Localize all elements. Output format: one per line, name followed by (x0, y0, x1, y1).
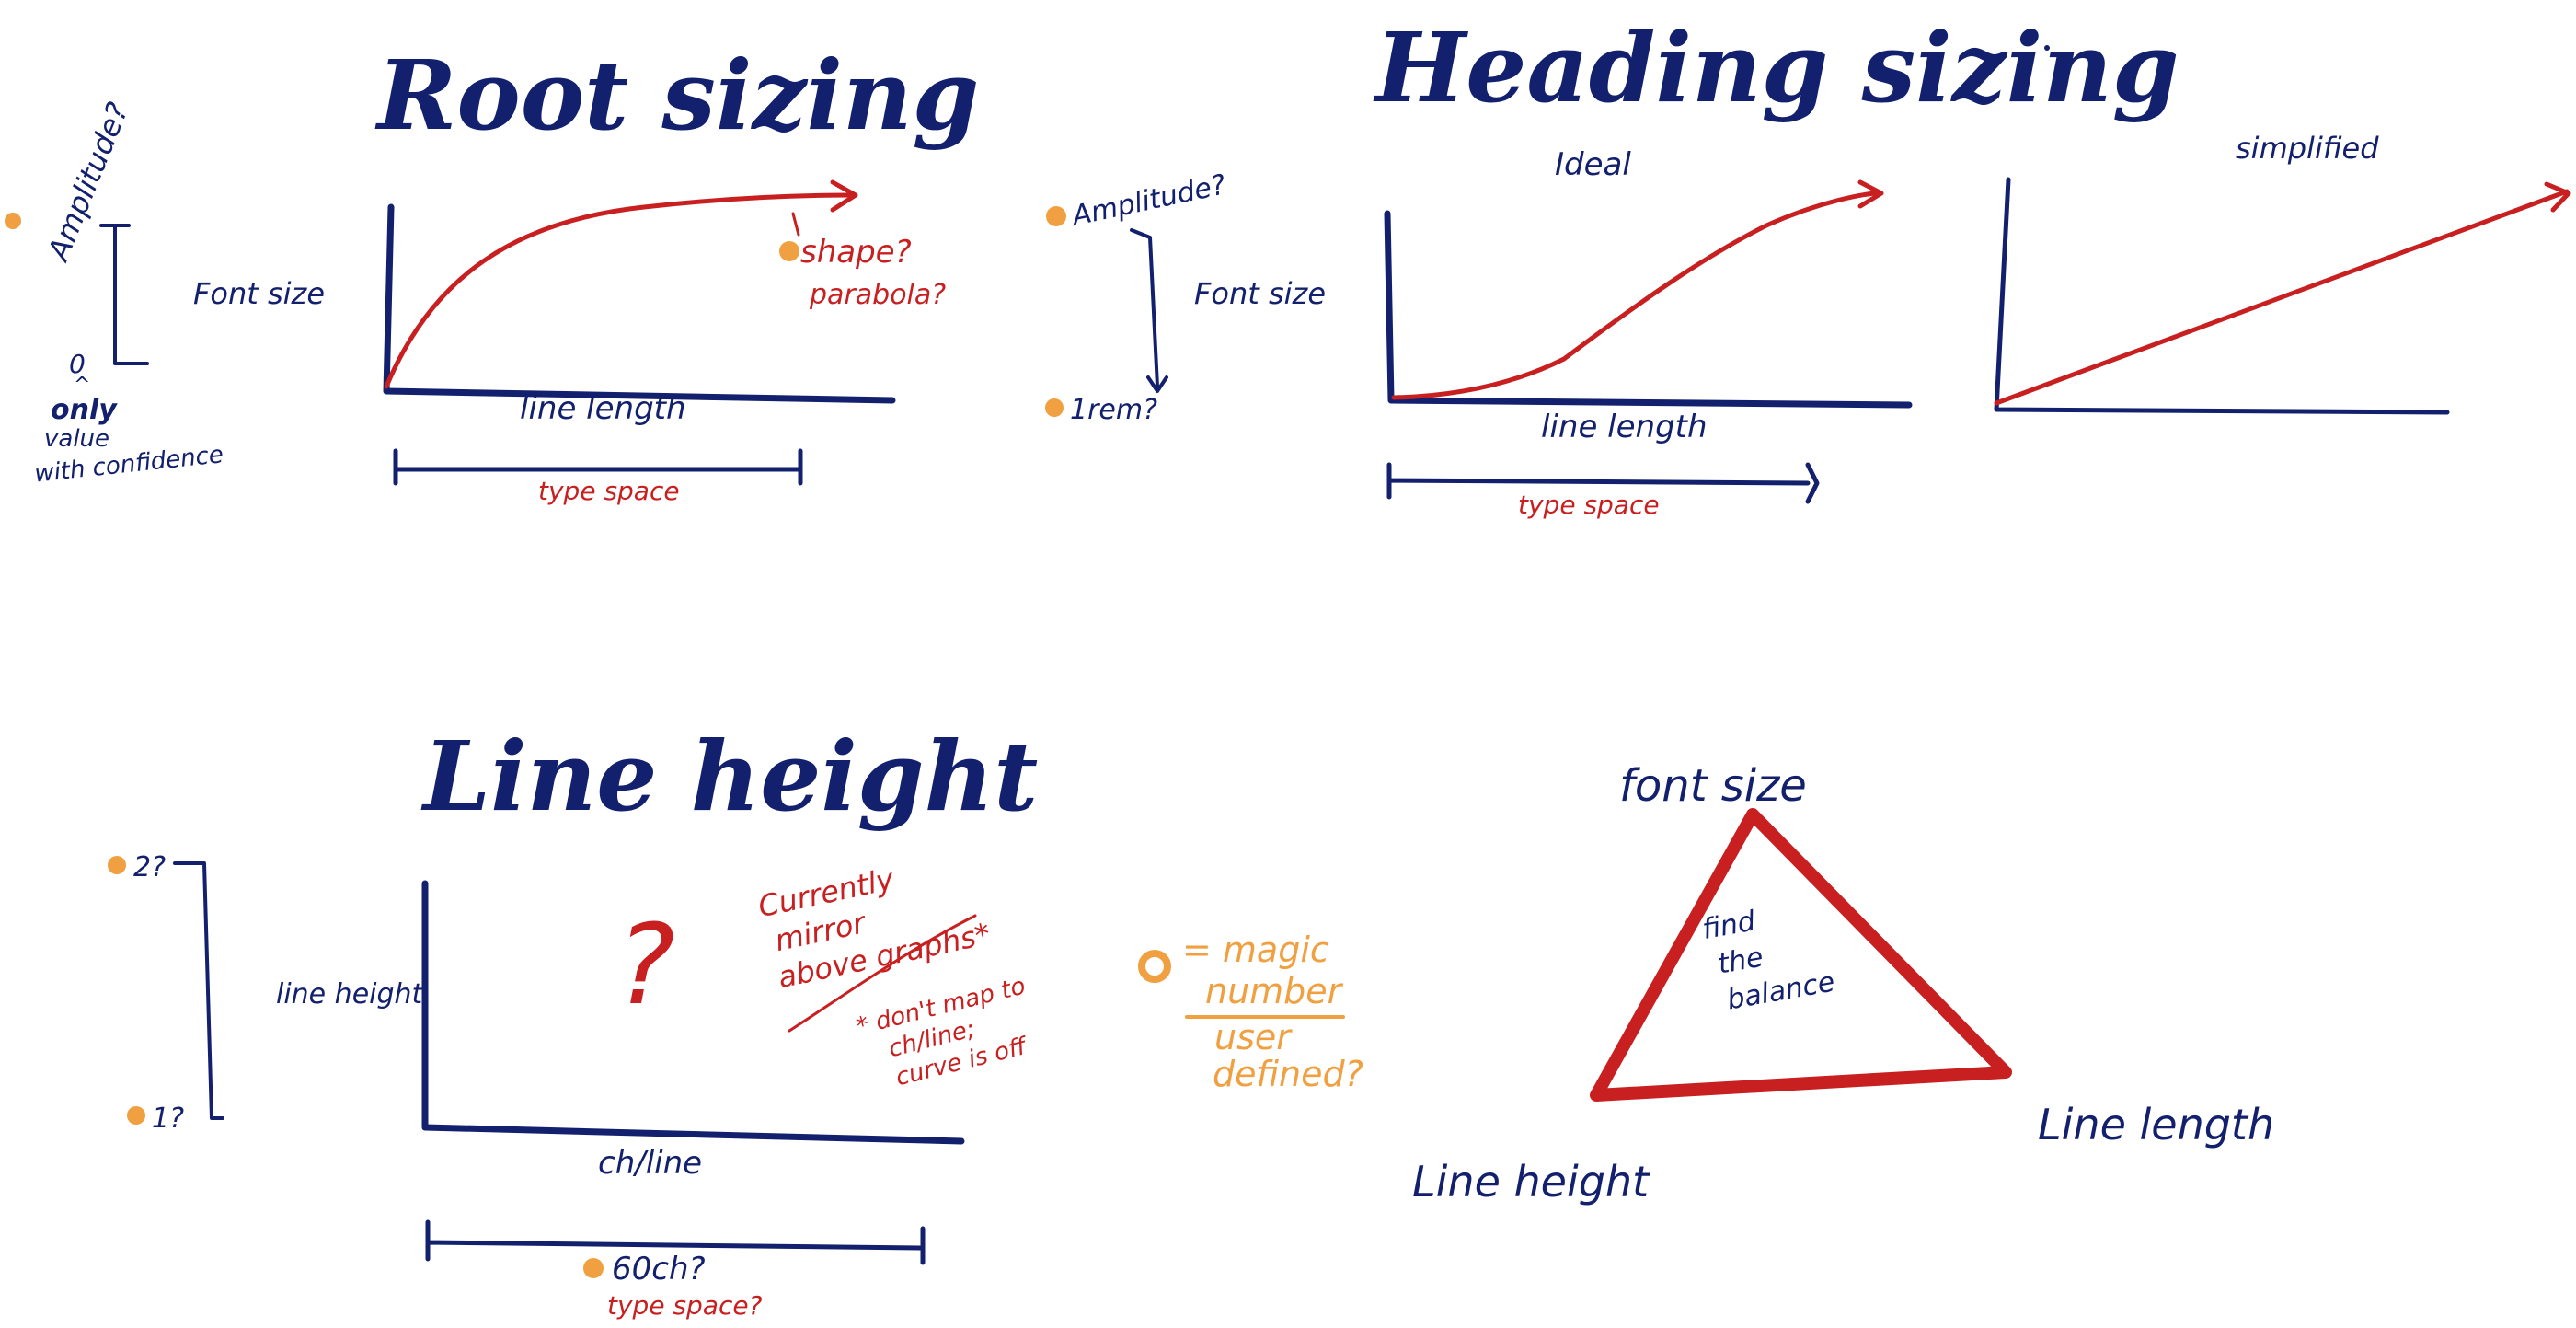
heading-simplified-axes (1994, 177, 2450, 415)
root-value-label: value (44, 425, 109, 453)
line-height-note-divider (788, 914, 977, 1033)
line-height-bottom-label: 1? (152, 1103, 184, 1135)
heading-ideal-label: Ideal (1555, 146, 1631, 183)
stray-mark (2044, 45, 2050, 51)
heading-type-space-range (1386, 462, 1820, 504)
legend-line4: defined? (1213, 1054, 1363, 1094)
magic-number-dot (1045, 398, 1064, 417)
heading-ideal-curve (1391, 191, 1880, 400)
triangle-center-line2: the (1716, 941, 1766, 981)
magic-number-dot (583, 1258, 604, 1278)
root-axes (383, 203, 896, 404)
triangle-center-line1: find (1700, 905, 1759, 946)
heading-amplitude-bracket (1130, 228, 1168, 393)
heading-y-axis-label: Font size (1194, 276, 1326, 311)
magic-number-dot (779, 241, 799, 261)
heading-ideal-axes (1384, 210, 1913, 409)
heading-simplified-line (1994, 189, 2570, 406)
line-height-section: Line height 2? 1? line height ? ch/line … (108, 720, 1038, 1321)
legend-line3: user (1214, 1017, 1293, 1057)
line-height-axes (421, 880, 965, 1145)
legend-line1: = magic (1182, 930, 1329, 970)
root-y-axis-label: Font size (193, 276, 325, 311)
heading-type-space-label: type space (1518, 490, 1660, 520)
balance-triangle (1590, 808, 2012, 1102)
line-height-type-space-label: type space? (607, 1290, 763, 1321)
root-zero-label: 0 (69, 349, 86, 379)
line-height-range (425, 1219, 926, 1265)
magic-number-legend: = magic number user defined? (1138, 930, 1363, 1094)
triangle-right-label: Line length (2038, 1100, 2274, 1149)
root-only-label: only (51, 394, 118, 426)
root-sizing-title: Root sizing (374, 39, 979, 152)
triangle-left-label: Line height (1412, 1157, 1650, 1207)
line-height-title: Line height (420, 720, 1038, 833)
root-x-axis-label: line length (520, 390, 686, 427)
heading-simplified-arrowhead-icon (2544, 181, 2571, 213)
magic-number-dot (1046, 206, 1066, 226)
balance-triangle-strokes (1598, 816, 2001, 1089)
root-shape-label: shape? (800, 234, 912, 271)
root-shape-pointer (791, 212, 800, 237)
heading-sizing-title: Heading sizing (1373, 11, 2179, 124)
root-type-space-range (393, 448, 803, 486)
line-height-y-axis-label: line height (276, 978, 424, 1010)
magic-number-dot (127, 1106, 145, 1125)
line-height-question-mark: ? (616, 902, 675, 1030)
magic-number-dot (5, 213, 21, 229)
root-amplitude-bracket (99, 224, 149, 365)
heading-ideal-arrowhead-icon (1857, 179, 1884, 209)
line-height-bracket (173, 861, 224, 1120)
root-arrow-up-icon: ^ (74, 374, 90, 397)
line-height-x-axis-label: ch/line (598, 1145, 702, 1182)
triangle-top-label: font size (1619, 760, 1807, 812)
root-type-space-label: type space (538, 476, 680, 506)
root-amplitude-label: Amplitude? (40, 98, 135, 267)
magic-number-dot (108, 856, 126, 874)
line-height-top-label: 2? (133, 851, 166, 883)
heading-simplified-label: simplified (2236, 131, 2379, 166)
root-curve (384, 192, 854, 389)
root-parabola-label: parabola? (809, 279, 946, 311)
magic-number-dot-icon (1138, 950, 1171, 983)
line-height-range-label: 60ch? (612, 1251, 706, 1288)
root-sizing-section: Root sizing Amplitude? 0 ^ only value wi… (5, 39, 979, 506)
heading-x-axis-label: line length (1541, 409, 1708, 445)
heading-amplitude-label: Amplitude? (1067, 168, 1228, 233)
heading-sizing-section: Heading sizing Ideal simplified Amplitud… (1045, 11, 2571, 520)
legend-line2: number (1205, 971, 1344, 1011)
balance-triangle-section: font size find the balance Line length L… (1412, 760, 2274, 1207)
heading-rem-label: 1rem? (1070, 394, 1157, 426)
root-curve-arrowhead-icon (830, 179, 858, 213)
